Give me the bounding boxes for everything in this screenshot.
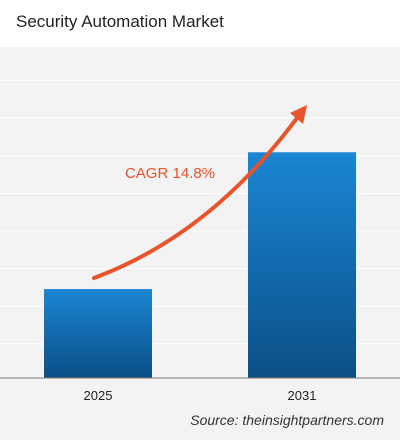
bar-2031: [248, 152, 356, 378]
x-tick-labels: 2025 2031: [84, 388, 317, 403]
x-tick-label-2025: 2025: [84, 388, 113, 403]
chart-title: Security Automation Market: [16, 12, 224, 31]
source-credit: Source: theinsightpartners.com: [190, 412, 384, 428]
cagr-label: CAGR 14.8%: [125, 165, 215, 182]
bar-2025: [44, 289, 152, 378]
x-tick-label-2031: 2031: [288, 388, 317, 403]
cagr-arrow-head: [290, 105, 307, 124]
cagr-arrow: [92, 116, 299, 280]
bars: [44, 152, 356, 378]
